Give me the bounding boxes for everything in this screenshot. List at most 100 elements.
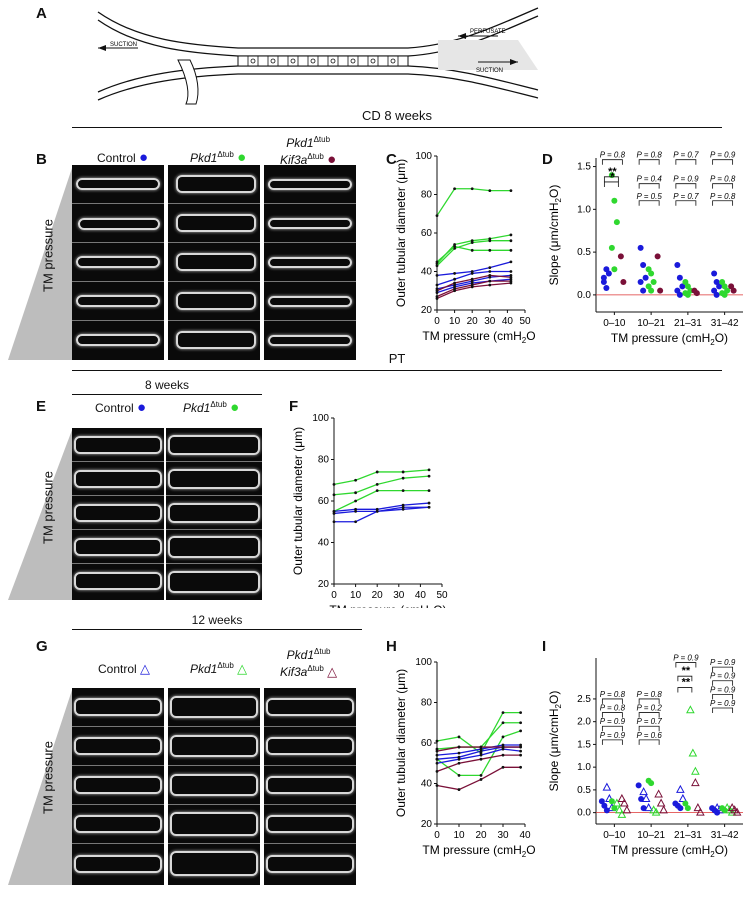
panel-letter-a: A — [36, 5, 47, 22]
data-point-double_open — [617, 793, 627, 802]
data-point-pkd1 — [613, 219, 620, 226]
tm-pressure-label: TM pressure — [40, 741, 56, 814]
data-point — [453, 272, 456, 275]
y-tick-label: 80 — [421, 698, 433, 709]
significance-bracket — [677, 687, 693, 693]
tm-pressure-label: TM pressure — [40, 471, 56, 544]
data-point-double — [657, 287, 664, 294]
y-tick-label: 0.5 — [577, 247, 591, 258]
y-tick-label: 40 — [421, 267, 433, 278]
data-point-control — [600, 279, 607, 286]
data-point — [479, 747, 483, 751]
divider — [72, 394, 262, 395]
data-point — [401, 505, 405, 509]
significance-bracket — [638, 712, 660, 718]
data-point — [470, 270, 474, 273]
data-point — [519, 765, 522, 769]
data-point-pkd1_filled — [611, 805, 618, 812]
data-point-double — [620, 279, 627, 286]
data-point — [435, 769, 439, 773]
data-point — [435, 289, 439, 293]
y-tick-label: 1.0 — [577, 762, 591, 773]
data-point — [501, 743, 505, 747]
data-point — [375, 489, 379, 493]
y-axis-title: Outer tubular diameter (μm) — [395, 669, 408, 817]
data-point — [401, 507, 405, 511]
x-tick-label: 40 — [519, 830, 531, 841]
data-point-pkd1_open — [691, 766, 700, 775]
data-point-double — [617, 253, 624, 260]
y-tick-label: 100 — [312, 413, 329, 424]
data-point-pkd1 — [648, 270, 655, 277]
image-strip-control-12w — [72, 688, 164, 885]
data-point-pkd1 — [611, 266, 618, 273]
data-point — [435, 753, 439, 757]
data-point — [488, 266, 492, 270]
header-control: Control ● — [97, 149, 149, 166]
data-point-pkd1 — [684, 291, 691, 298]
y-tick-label: 100 — [415, 151, 432, 162]
data-point — [435, 214, 439, 218]
data-point — [470, 285, 474, 289]
data-point — [470, 283, 474, 287]
significance-label: P = 0.4 — [636, 175, 662, 184]
data-point-control — [603, 285, 610, 292]
significance-label: P = 0.8 — [710, 175, 736, 184]
significance-bracket — [675, 183, 697, 189]
significance-label: P = 0.9 — [710, 685, 736, 694]
data-point — [435, 757, 439, 761]
significance-bracket — [638, 739, 660, 745]
pkd1-triangle-icon: △ — [237, 661, 248, 676]
data-point — [375, 470, 379, 474]
data-point — [435, 260, 439, 264]
data-point — [501, 753, 505, 757]
significance-label: P = 0.9 — [673, 175, 699, 184]
double-triangle-icon: △ — [327, 664, 338, 679]
y-tick-label: 60 — [421, 228, 433, 239]
data-point — [354, 520, 357, 524]
data-point-pkd1_open — [615, 805, 624, 814]
header-double-g: Pkd1Δtub Kif3aΔtub △ — [280, 647, 338, 679]
data-point-control — [713, 291, 720, 298]
data-point-control — [640, 261, 647, 268]
pkd1-dot-icon: ● — [230, 399, 240, 416]
significance-label: P = 0.9 — [600, 731, 626, 740]
data-point — [470, 248, 474, 252]
y-tick-label: 40 — [318, 538, 330, 549]
data-point — [375, 509, 379, 513]
data-point-control — [716, 283, 723, 290]
x-tick-label: 0–10 — [603, 318, 626, 329]
significance-label: P = 0.7 — [673, 151, 699, 160]
image-strip-control — [72, 165, 164, 360]
data-point — [427, 468, 431, 472]
data-point-control — [676, 291, 683, 298]
significance-label: P = 0.9 — [710, 699, 736, 708]
y-tick-label: 2.5 — [577, 694, 591, 705]
image-strip-double — [264, 165, 356, 360]
y-tick-label: 80 — [318, 455, 330, 466]
data-point-pkd1_open — [612, 798, 622, 807]
control-dot-icon: ● — [137, 399, 147, 416]
x-tick-label: 31–42 — [711, 318, 739, 329]
data-point-control_open — [602, 782, 612, 791]
header-double: Pkd1Δtub Kif3aΔtub ● — [280, 135, 337, 168]
data-point-double_open — [732, 807, 742, 816]
x-tick-label: 30 — [393, 590, 405, 601]
data-point — [354, 507, 357, 511]
y-tick-label: 0.0 — [577, 290, 591, 301]
significance-bracket — [603, 176, 619, 182]
significance-bracket — [638, 698, 660, 704]
data-point — [435, 273, 439, 277]
data-point — [453, 243, 456, 246]
header-pkd1-e: Pkd1Δtub ● — [183, 399, 240, 416]
schematic-suction-right: SUCTION — [476, 68, 503, 74]
y-axis-title: Outer tubular diameter (μm) — [292, 427, 305, 575]
data-point-control — [637, 244, 644, 251]
significance-bracket — [638, 200, 660, 206]
x-axis-title: TM pressure (cmH2O) — [611, 843, 728, 859]
significance-label: ** — [682, 677, 691, 689]
tm-pressure-wedge — [8, 168, 72, 360]
data-point — [435, 287, 439, 291]
tm-pressure-wedge — [8, 430, 72, 600]
data-point-pkd1 — [611, 197, 618, 204]
